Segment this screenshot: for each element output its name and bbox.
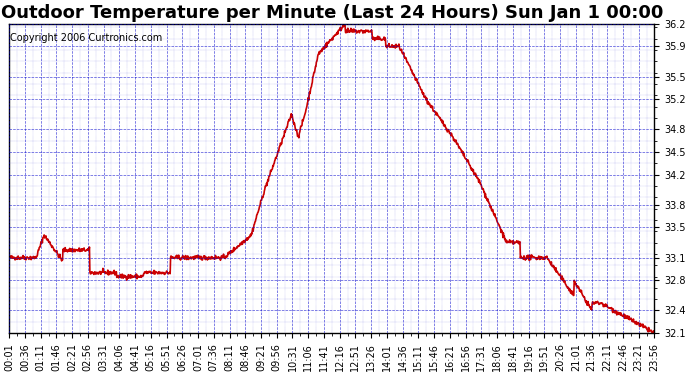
Text: Copyright 2006 Curtronics.com: Copyright 2006 Curtronics.com [10, 33, 163, 43]
Title: Outdoor Temperature per Minute (Last 24 Hours) Sun Jan 1 00:00: Outdoor Temperature per Minute (Last 24 … [1, 4, 663, 22]
